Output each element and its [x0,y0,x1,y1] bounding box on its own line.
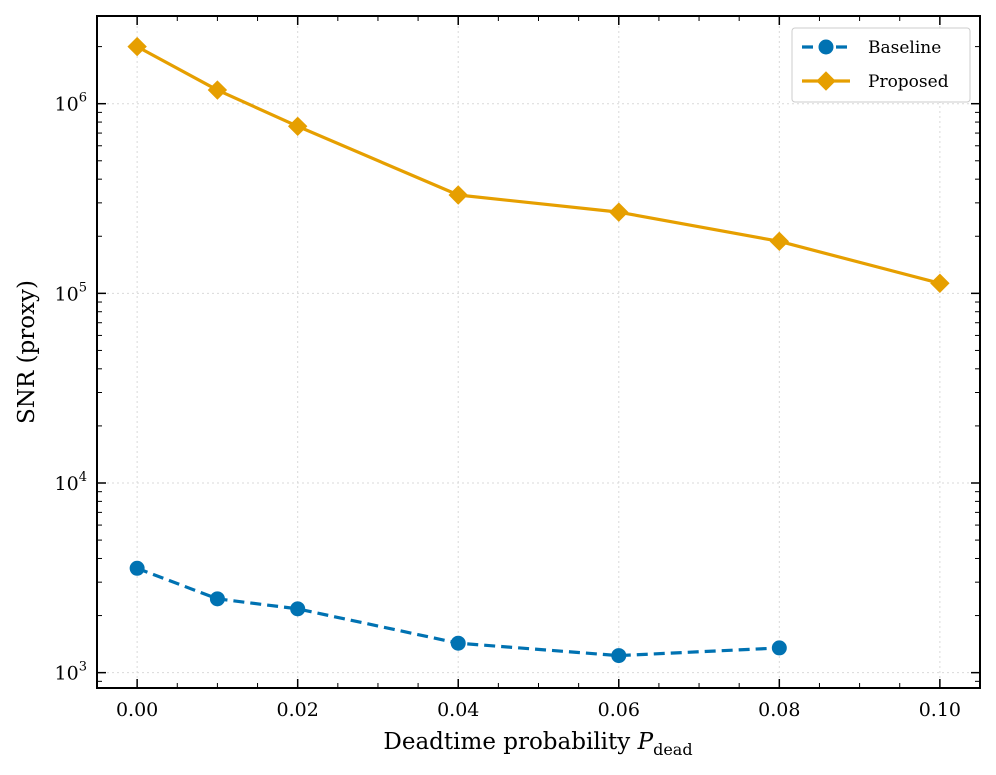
series-layer [127,36,950,664]
y-axis-label: SNR (proxy) [14,280,40,424]
baseline-point [611,648,627,664]
legend-entry-baseline: Baseline [802,38,941,58]
axis-ticks [97,16,980,688]
y-tick-label: 106 [55,91,87,116]
proposed-point [769,231,790,252]
x-tick-label: 0.08 [758,699,800,721]
y-tick-label: 104 [55,470,87,495]
baseline-point [209,591,225,607]
legend-entry-proposed: Proposed [802,71,949,92]
plot-frame [96,15,981,689]
y-tick-label: 103 [55,660,87,685]
baseline-point [129,560,145,576]
proposed-point [287,116,308,137]
x-tick-label: 0.06 [598,699,640,721]
x-tick-label: 0.02 [277,699,319,721]
x-tick-label: 0.04 [437,699,479,721]
x-tick-label: 0.00 [116,699,158,721]
series-proposed [127,36,950,293]
grid [97,16,980,688]
x-tick-label: 0.10 [919,699,961,721]
legend-label-proposed: Proposed [868,72,949,92]
series-baseline [129,560,787,664]
legend-label-baseline: Baseline [868,38,941,58]
baseline-point [771,640,787,656]
proposed-point [609,202,629,222]
legend-marker-proposed [816,71,836,91]
baseline-point [290,601,306,617]
x-axis-label: Deadtime probability Pdead [383,729,692,759]
proposed-point [127,36,147,57]
proposed-point [448,185,468,205]
x-tick-labels: 0.00 0.02 0.04 0.06 0.08 0.10 [116,699,961,721]
y-tick-label: 105 [55,280,87,305]
proposed-point [930,273,950,293]
legend: Baseline Proposed [791,27,971,103]
legend-marker-baseline [818,39,834,55]
y-tick-labels: 103 104 105 106 [55,91,87,685]
baseline-line [136,566,780,658]
baseline-point [450,635,466,651]
proposed-point [207,80,228,100]
